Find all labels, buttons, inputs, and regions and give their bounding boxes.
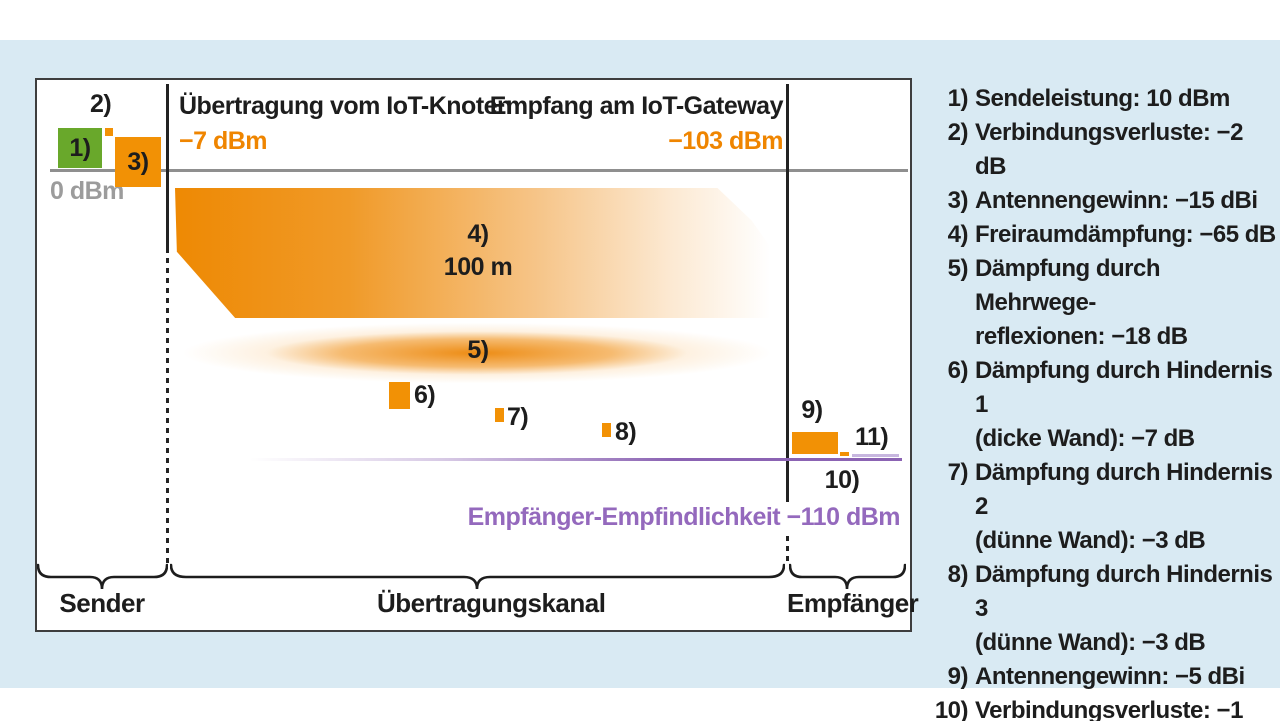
legend-item-text: Freiraumdämpfung: −65 dB: [975, 221, 1276, 248]
marker-9-label: 9): [801, 396, 823, 424]
legend-item: 1) Sendeleistung: 10 dBm: [930, 82, 1278, 116]
legend-item-number: 1): [947, 85, 969, 112]
multipath-reflection-ellipse: [177, 322, 777, 384]
legend-item: 7) Dämpfung durch Hindernis 2 (dünne Wan…: [930, 456, 1278, 558]
zero-dbm-line: [50, 169, 908, 172]
section-label-receiver: Empfänger: [787, 588, 919, 618]
marker-8-label: 8): [615, 418, 637, 446]
legend-item-number: 3): [947, 187, 969, 214]
legend-item: 3) Antennengewinn: −15 dBi: [930, 184, 1278, 218]
section-label-channel: Übertragungskanal: [377, 588, 606, 618]
obstacle-1-marker: [389, 382, 410, 409]
legend-item-number: 4): [947, 221, 969, 248]
rx-connector-loss-marker: [840, 452, 849, 456]
legend-item-line: Dämpfung durch Hindernis 1: [975, 357, 1273, 418]
sensitivity-line: [250, 458, 902, 461]
sender-boundary-line-dotted: [166, 248, 169, 564]
legend: 1) Sendeleistung: 10 dBm 2) Verbindungsv…: [930, 82, 1278, 721]
tx-antenna-gain-bar: 3): [115, 137, 161, 187]
marker-4-label: 4): [467, 220, 489, 248]
marker-10-label: 10): [824, 466, 860, 494]
channel-brace: [170, 563, 785, 590]
receiver-boundary-line-dotted: [786, 536, 789, 564]
legend-item-line: (dicke Wand): −7 dB: [975, 425, 1195, 452]
legend-item-line: reflexionen: −18 dB: [975, 323, 1188, 350]
legend-item-text: Verbindungsverluste: −2 dB: [975, 119, 1243, 180]
legend-item: 8) Dämpfung durch Hindernis 3 (dünne Wan…: [930, 558, 1278, 660]
legend-item-number: 10): [934, 697, 969, 721]
receiver-brace: [789, 563, 906, 590]
marker-11-label: 11): [855, 423, 889, 451]
legend-item-text: Verbindungsverluste: −1 dB: [975, 697, 1243, 721]
legend-item-text: Dämpfung durch Hindernis 1 (dicke Wand):…: [975, 354, 1278, 456]
free-space-loss-shape: [175, 188, 795, 318]
sensitivity-label: Empfänger-Empfindlichkeit −110 dBm: [467, 503, 901, 531]
legend-item-number: 9): [947, 663, 969, 690]
obstacle-3-marker: [602, 423, 611, 437]
legend-item-line: (dünne Wand): −3 dB: [975, 629, 1206, 656]
legend-item: 4) Freiraumdämpfung: −65 dB: [930, 218, 1278, 252]
header-reception: Empfang am IoT-Gateway: [489, 92, 784, 120]
legend-item-text: Dämpfung durch Hindernis 2 (dünne Wand):…: [975, 456, 1278, 558]
legend-item-line: Dämpfung durch Hindernis 3: [975, 561, 1273, 622]
marker-5-label: 5): [467, 336, 489, 364]
legend-item-number: 7): [947, 459, 969, 486]
sender-boundary-line: [166, 84, 169, 248]
legend-item-text: Antennengewinn: −5 dBi: [975, 663, 1245, 690]
legend-item-number: 2): [947, 119, 969, 146]
legend-item-line: Dämpfung durch Hindernis 2: [975, 459, 1273, 520]
legend-item-text: Antennengewinn: −15 dBi: [975, 187, 1258, 214]
marker-7-label: 7): [507, 403, 529, 431]
legend-item-number: 5): [947, 255, 969, 282]
header-transmission: Übertragung vom IoT-Knoten: [179, 92, 512, 120]
legend-item-number: 6): [947, 357, 969, 384]
marker-6-label: 6): [414, 381, 436, 409]
legend-item: 9) Antennengewinn: −5 dBi: [930, 660, 1278, 694]
legend-item-line: (dünne Wand): −3 dB: [975, 527, 1206, 554]
legend-item-text: Dämpfung durch Hindernis 3 (dünne Wand):…: [975, 558, 1278, 660]
rx-antenna-gain-bar: [792, 432, 838, 454]
sender-brace: [37, 563, 168, 590]
legend-item: 10) Verbindungsverluste: −1 dB: [930, 694, 1278, 721]
legend-item-number: 8): [947, 561, 969, 588]
marker-2-label: 2): [90, 90, 112, 118]
tx-power-bar: 1): [58, 128, 102, 168]
legend-item-text: Sendeleistung: 10 dBm: [975, 85, 1230, 112]
zero-dbm-label: 0 dBm: [50, 177, 124, 205]
obstacle-2-marker: [495, 408, 504, 422]
connector-loss-marker: [105, 128, 113, 136]
legend-item: 6) Dämpfung durch Hindernis 1 (dicke Wan…: [930, 354, 1278, 456]
legend-item: 5) Dämpfung durch Mehrwege- reflexionen:…: [930, 252, 1278, 354]
legend-item-text: Dämpfung durch Mehrwege- reflexionen: −1…: [975, 252, 1278, 354]
tx-level-value: −7 dBm: [179, 127, 268, 155]
diagram-box: Übertragung vom IoT-Knoten −7 dBm Empfan…: [35, 78, 919, 632]
legend-item-line: Dämpfung durch Mehrwege-: [975, 255, 1161, 316]
distance-label: 100 m: [443, 253, 513, 281]
rx-level-value: −103 dBm: [668, 127, 783, 155]
section-label-sender: Sender: [59, 588, 145, 618]
legend-item: 2) Verbindungsverluste: −2 dB: [930, 116, 1278, 184]
snr-margin-segment: [852, 454, 899, 457]
